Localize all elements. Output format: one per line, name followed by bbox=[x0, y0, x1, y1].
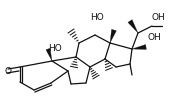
Text: O: O bbox=[5, 67, 12, 76]
Polygon shape bbox=[46, 49, 52, 61]
Text: HO: HO bbox=[90, 13, 104, 22]
Text: HO: HO bbox=[48, 44, 62, 53]
Polygon shape bbox=[128, 20, 138, 34]
Text: OH: OH bbox=[148, 33, 162, 42]
Text: OH: OH bbox=[152, 13, 166, 22]
Polygon shape bbox=[110, 30, 116, 44]
Polygon shape bbox=[132, 45, 146, 50]
